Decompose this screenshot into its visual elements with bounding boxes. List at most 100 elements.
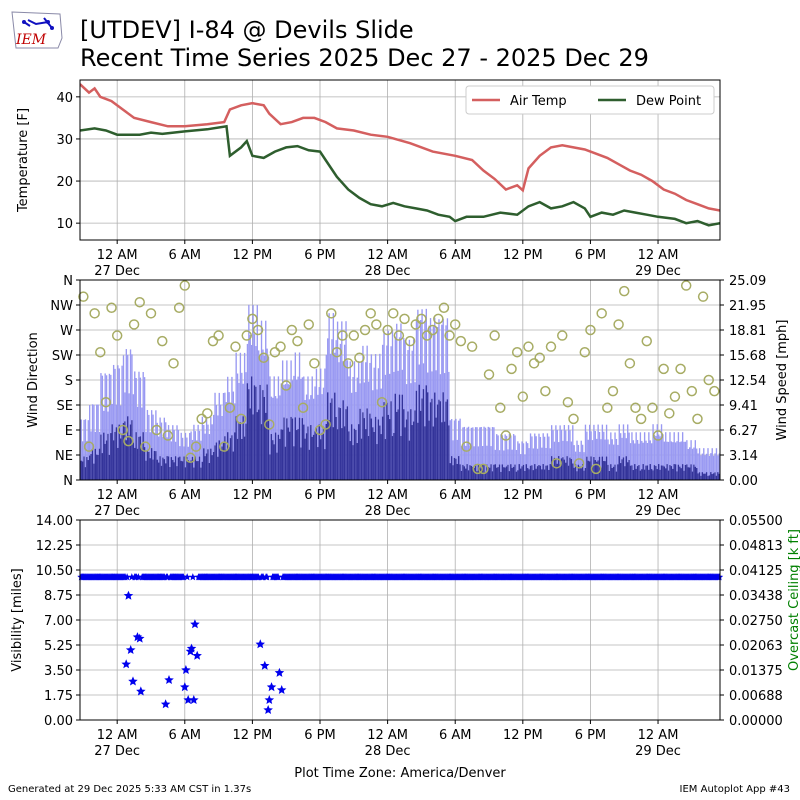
gust-bar [628, 432, 630, 480]
gust-bar [180, 432, 182, 480]
direction-marker [590, 463, 602, 475]
wind-bar [522, 464, 525, 480]
gust-bar [146, 409, 149, 480]
direction-marker [540, 385, 551, 397]
wind-bar [374, 416, 377, 480]
speed-tick-label: 12.54 [729, 374, 766, 389]
y-tick-label: 10 [56, 217, 73, 232]
wind-bar [503, 467, 505, 480]
wind-bar [125, 440, 127, 480]
gust-bar [217, 415, 219, 480]
wind-bar [455, 458, 457, 480]
wind-bar [408, 440, 411, 480]
wind-bar [143, 447, 146, 480]
gust-bar [273, 376, 275, 480]
wind-bar [163, 459, 166, 480]
gust-bar [711, 448, 713, 480]
wind-bar [174, 456, 177, 480]
wind-bar [597, 460, 599, 480]
gust-bar [532, 448, 535, 480]
wind-bar [89, 455, 91, 480]
wind-bar [631, 465, 633, 480]
wind-bar [380, 434, 382, 480]
wind-bar [314, 431, 316, 480]
x-tick-label: 12 AM [638, 248, 679, 263]
gust-bar [143, 377, 146, 480]
wind-bar [220, 450, 222, 480]
gust-bar [193, 424, 195, 480]
wind-bar [152, 459, 154, 480]
x-tick-label: 12 PM [233, 248, 273, 263]
direction-marker [111, 330, 123, 341]
wind-bar [441, 422, 443, 480]
gust-bar [703, 448, 705, 480]
direction-marker [709, 385, 720, 397]
wind-bar [711, 474, 713, 480]
wind-bar [358, 424, 360, 480]
direction-marker [641, 335, 653, 347]
direction-marker [410, 319, 422, 330]
visibility-marker [123, 590, 134, 600]
wind-bar [493, 464, 495, 480]
gust-bar [197, 424, 199, 480]
wind-bar [396, 411, 398, 480]
wind-bar [490, 464, 492, 480]
wind-bar [421, 398, 423, 480]
direction-marker [692, 413, 703, 425]
wind-bar [476, 471, 478, 480]
wind-bar [236, 438, 239, 480]
speed-tick-label: 0.00 [729, 474, 758, 489]
gust-bar [163, 417, 166, 480]
direction-marker [162, 430, 174, 441]
wind-bar [579, 466, 581, 480]
gust-bar [228, 392, 230, 480]
gust-bar [666, 441, 668, 480]
gust-bar [315, 368, 318, 480]
wind-bar [279, 438, 281, 480]
x-tick-label: 6 PM [304, 248, 335, 263]
visibility-marker [263, 573, 271, 581]
gust-bar [150, 410, 153, 480]
gust-bar [265, 320, 267, 480]
wind-bar [646, 465, 649, 480]
direction-marker [489, 330, 500, 341]
wind-bar [508, 471, 511, 480]
gust-bar [670, 441, 673, 480]
wind-bar [411, 425, 413, 480]
direction-marker [145, 308, 157, 319]
wind-bar [667, 470, 670, 480]
gust-bar [477, 446, 480, 480]
direction-marker [478, 463, 489, 475]
gust-bar [652, 424, 654, 480]
wind-bar [541, 469, 543, 480]
direction-marker [314, 424, 326, 436]
direction-marker [218, 441, 230, 452]
wind-bar [284, 446, 287, 480]
gust-bar [587, 439, 589, 480]
wind-bar [497, 467, 499, 480]
gust-bar [260, 320, 263, 480]
gust-bar [281, 360, 284, 480]
wind-bar [573, 467, 575, 480]
direction-marker [309, 358, 320, 369]
gust-bar [535, 436, 537, 480]
gust-bar [349, 361, 351, 480]
gust-bar [417, 309, 419, 480]
wind-bar [587, 460, 589, 480]
wind-bar [474, 464, 477, 480]
ceiling-ylabel: Overcast Ceiling [k ft] [787, 529, 800, 671]
gust-bar [476, 427, 478, 480]
direction-marker [95, 346, 106, 358]
gust-bar [352, 376, 354, 480]
gust-bar [522, 443, 525, 480]
direction-marker [202, 408, 213, 419]
temp-ylabel: Temperature [F] [16, 108, 31, 213]
wind-bar [512, 466, 515, 480]
gust-bar [501, 435, 504, 480]
gust-bar [231, 376, 233, 480]
wind-bar [672, 468, 674, 480]
wind-bar [269, 454, 271, 480]
wind-bar [159, 456, 161, 480]
visibility-marker [264, 695, 275, 704]
gust-bar [663, 441, 666, 480]
